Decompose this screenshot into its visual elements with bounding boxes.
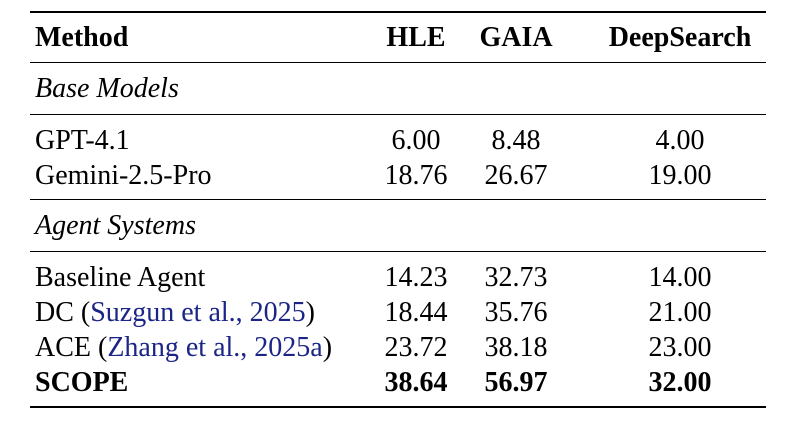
deepsearch-score: 32.00 [648, 367, 712, 398]
hle-score: 18.44 [384, 297, 448, 328]
gaia-score: 56.97 [484, 367, 548, 398]
table-row-ace: ACE (Zhang et al., 2025a) 23.72 38.18 23… [30, 330, 766, 365]
deepsearch-score: 4.00 [655, 125, 705, 156]
header-row: Method HLE GAIA DeepSearch [30, 12, 766, 63]
hle-score: 18.76 [366, 158, 466, 200]
table-row-scope: SCOPE 38.64 56.97 32.00 [30, 365, 766, 407]
hle-score: 38.64 [384, 367, 448, 398]
table-row-dc: DC (Suzgun et al., 2025) 18.44 35.76 21.… [30, 295, 766, 330]
method-cell: ACE (Zhang et al., 2025a) [30, 330, 366, 365]
section-label-agent-systems: Agent Systems [30, 199, 766, 252]
section-row-agent-systems: Agent Systems [30, 199, 766, 252]
method-cell: Baseline Agent [35, 262, 206, 293]
column-header-method: Method [30, 12, 366, 63]
hle-score: 23.72 [384, 332, 448, 363]
gaia-score: 8.48 [491, 125, 541, 156]
results-table: Method HLE GAIA DeepSearch Base Models G… [30, 11, 766, 408]
citation-link-zhang-2025a[interactable]: Zhang et al., 2025a [107, 332, 323, 363]
method-text: ) [322, 332, 333, 363]
column-header-gaia: GAIA [466, 12, 566, 63]
method-cell: SCOPE [35, 367, 129, 398]
section-label-base-models: Base Models [30, 62, 766, 115]
table-row-gpt-4-1: GPT-4.1 6.00 8.48 4.00 [30, 115, 766, 159]
table-row-gemini-2-5-pro: Gemini-2.5-Pro 18.76 26.67 19.00 [30, 158, 766, 200]
method-cell: Gemini-2.5-Pro [30, 158, 366, 200]
column-header-hle: HLE [366, 12, 466, 63]
deepsearch-score: 21.00 [648, 297, 712, 328]
method-text: ACE ( [35, 332, 108, 363]
deepsearch-score: 23.00 [648, 332, 712, 363]
gaia-score: 26.67 [466, 158, 566, 200]
column-header-deepsearch: DeepSearch [566, 12, 766, 63]
gaia-score: 35.76 [484, 297, 548, 328]
hle-score: 6.00 [391, 125, 441, 156]
hle-score: 14.23 [384, 262, 448, 293]
method-text: ) [305, 297, 315, 328]
deepsearch-score: 19.00 [566, 158, 766, 200]
citation-link-suzgun-2025[interactable]: Suzgun et al., 2025 [90, 297, 306, 328]
gaia-score: 38.18 [484, 332, 548, 363]
gaia-score: 32.73 [484, 262, 548, 293]
section-row-base-models: Base Models [30, 62, 766, 115]
method-text: DC ( [35, 297, 91, 328]
method-cell: GPT-4.1 [35, 125, 130, 156]
table-row-baseline-agent: Baseline Agent 14.23 32.73 14.00 [30, 252, 766, 296]
deepsearch-score: 14.00 [648, 262, 712, 293]
method-cell: DC (Suzgun et al., 2025) [30, 295, 366, 330]
